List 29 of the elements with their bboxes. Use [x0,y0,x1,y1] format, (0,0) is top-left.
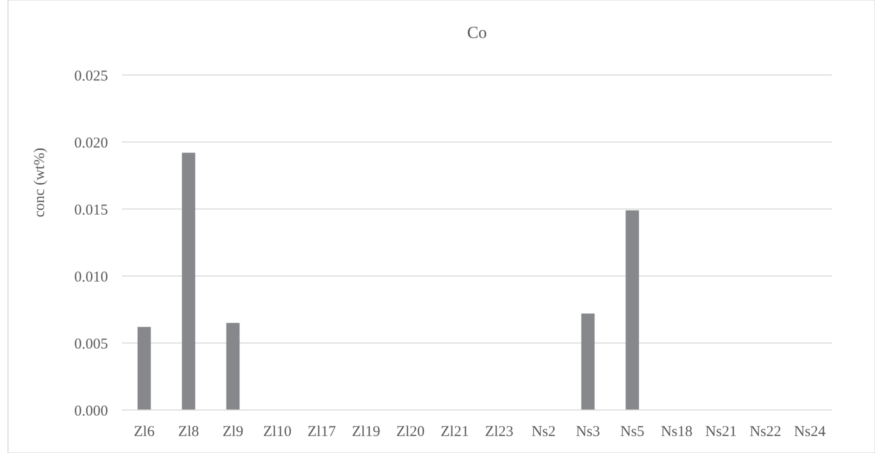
x-tick-label: Zl19 [352,424,380,440]
x-tick-label: Zl21 [440,424,469,440]
y-tick-label: 0.010 [74,269,108,286]
x-tick-label: Ns24 [794,424,826,440]
x-tick-label: Ns3 [576,424,600,440]
y-axis-title: conc (wt%) [32,148,48,218]
x-tick-label: Zl23 [485,424,514,440]
y-tick-label: 0.005 [74,336,108,352]
x-tick-label: Zl6 [134,424,156,440]
y-tick-label: 0.000 [74,403,108,420]
x-tick-label: Zl10 [263,424,292,440]
x-tick-label: Ns22 [750,424,782,440]
bar [581,314,595,410]
y-tick-label: 0.015 [74,202,108,218]
x-tick-label: Zl20 [396,424,425,440]
x-tick-label: Zl17 [308,424,336,440]
x-tick-label: Zl9 [222,424,244,440]
chart-title: Co [467,23,487,42]
x-tick-label: Ns2 [531,424,556,440]
x-tick-label: Zl8 [178,424,199,440]
bar [226,322,240,410]
y-tick-label: 0.020 [74,135,108,152]
x-tick-label: Ns18 [660,424,693,440]
bar [182,152,196,410]
y-tick-label: 0.025 [74,68,108,84]
bar [138,326,151,410]
x-tick-label: Ns21 [705,424,737,440]
bar [626,210,639,410]
x-tick-label: Ns5 [620,424,644,440]
